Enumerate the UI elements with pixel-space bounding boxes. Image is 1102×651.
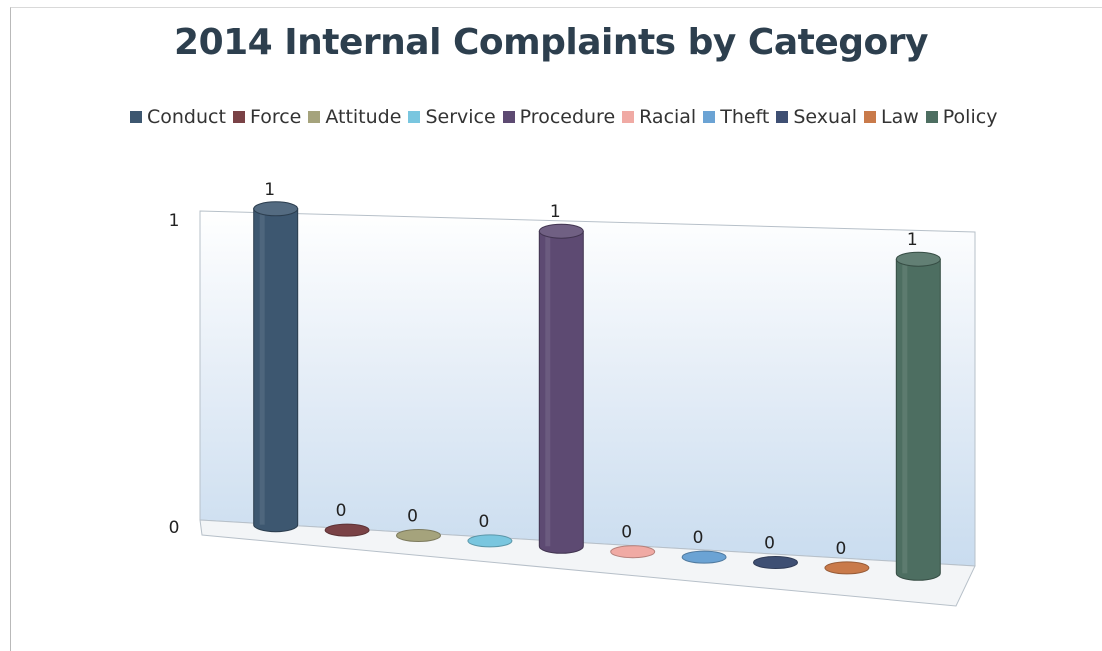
legend-label-racial: Racial xyxy=(639,106,697,128)
legend-swatch-force xyxy=(232,111,245,123)
legend-item-conduct: Conduct xyxy=(130,106,226,128)
bar-racial xyxy=(610,545,656,559)
legend-swatch-service xyxy=(408,111,421,123)
legend-swatch-procedure xyxy=(502,111,515,123)
data-label-law: 0 xyxy=(835,539,846,559)
legend-item-procedure: Procedure xyxy=(502,106,616,128)
bar-service xyxy=(467,534,513,548)
data-labels: 1 0 0 0 1 0 0 0 0 1 xyxy=(264,180,917,559)
data-label-policy: 1 xyxy=(907,230,918,250)
legend-item-policy: Policy xyxy=(925,106,998,128)
legend-swatch-theft xyxy=(703,111,716,123)
bar-highlight-procedure xyxy=(545,231,551,547)
bar-cap-force xyxy=(324,523,370,537)
legend-label-attitude: Attitude xyxy=(325,106,402,128)
chart-title: 2014 Internal Complaints by Category xyxy=(174,22,928,63)
legend-label-sexual: Sexual xyxy=(793,106,857,128)
legend-item-racial: Racial xyxy=(622,106,696,128)
legend-item-force: Force xyxy=(232,106,302,128)
bar-law xyxy=(824,561,870,575)
y-axis-ticks: 01 xyxy=(169,211,180,538)
bar-cap-procedure xyxy=(538,223,584,239)
legend-label-force: Force xyxy=(249,106,302,128)
floor xyxy=(199,519,976,607)
data-label-attitude: 0 xyxy=(407,507,418,527)
y-tick-label-0: 0 xyxy=(169,518,180,538)
bar-policy xyxy=(895,251,941,581)
data-label-force: 0 xyxy=(336,501,347,521)
legend-swatch-law xyxy=(864,111,876,123)
legend-label-procedure: Procedure xyxy=(519,106,616,128)
bar-conduct xyxy=(253,201,299,533)
bar-cap-attitude xyxy=(396,529,441,542)
legend-item-sexual: Sexual xyxy=(776,106,857,128)
back-wall xyxy=(199,210,976,567)
bar-cap-sexual xyxy=(753,556,798,569)
bar-highlight-policy xyxy=(902,259,908,574)
data-label-conduct: 1 xyxy=(264,180,275,200)
legend-label-theft: Theft xyxy=(720,106,770,128)
legend-item-law: Law xyxy=(864,106,919,128)
legend-swatch-racial xyxy=(622,111,635,123)
legend-swatch-attitude xyxy=(308,111,321,123)
legend-swatch-conduct xyxy=(130,111,142,123)
bar-cap-theft xyxy=(681,550,727,564)
bar-cap-conduct xyxy=(253,201,299,217)
data-label-theft: 0 xyxy=(693,528,704,548)
legend-swatch-policy xyxy=(925,111,938,123)
legend-item-theft: Theft xyxy=(703,106,769,128)
data-label-sexual: 0 xyxy=(764,534,775,554)
legend-item-service: Service xyxy=(408,106,496,128)
bar-attitude xyxy=(396,529,441,542)
data-label-racial: 0 xyxy=(621,523,632,543)
chart-legend: Conduct Force Attitude Service Procedure Raci… xyxy=(130,106,1004,128)
legend-swatch-sexual xyxy=(776,111,789,123)
legend-label-service: Service xyxy=(425,106,496,128)
legend-label-policy: Policy xyxy=(942,106,998,128)
bar-highlight-conduct xyxy=(259,208,265,525)
y-tick-label-1: 1 xyxy=(169,211,180,231)
legend-label-conduct: Conduct xyxy=(147,106,226,128)
bar-cap-service xyxy=(467,534,513,548)
bar-procedure xyxy=(538,223,584,554)
legend-item-attitude: Attitude xyxy=(308,106,401,128)
bar-sexual xyxy=(753,556,798,569)
data-label-service: 0 xyxy=(478,512,489,532)
bar-theft xyxy=(681,550,727,564)
bar-cap-law xyxy=(824,561,870,575)
bar-force xyxy=(324,523,370,537)
plot-walls xyxy=(199,210,976,607)
bar-series xyxy=(253,201,941,581)
bar-cap-policy xyxy=(895,251,941,267)
chart-frame xyxy=(10,7,1102,651)
legend-label-law: Law xyxy=(881,106,919,128)
bar-cap-racial xyxy=(610,545,656,559)
data-label-procedure: 1 xyxy=(550,202,561,222)
